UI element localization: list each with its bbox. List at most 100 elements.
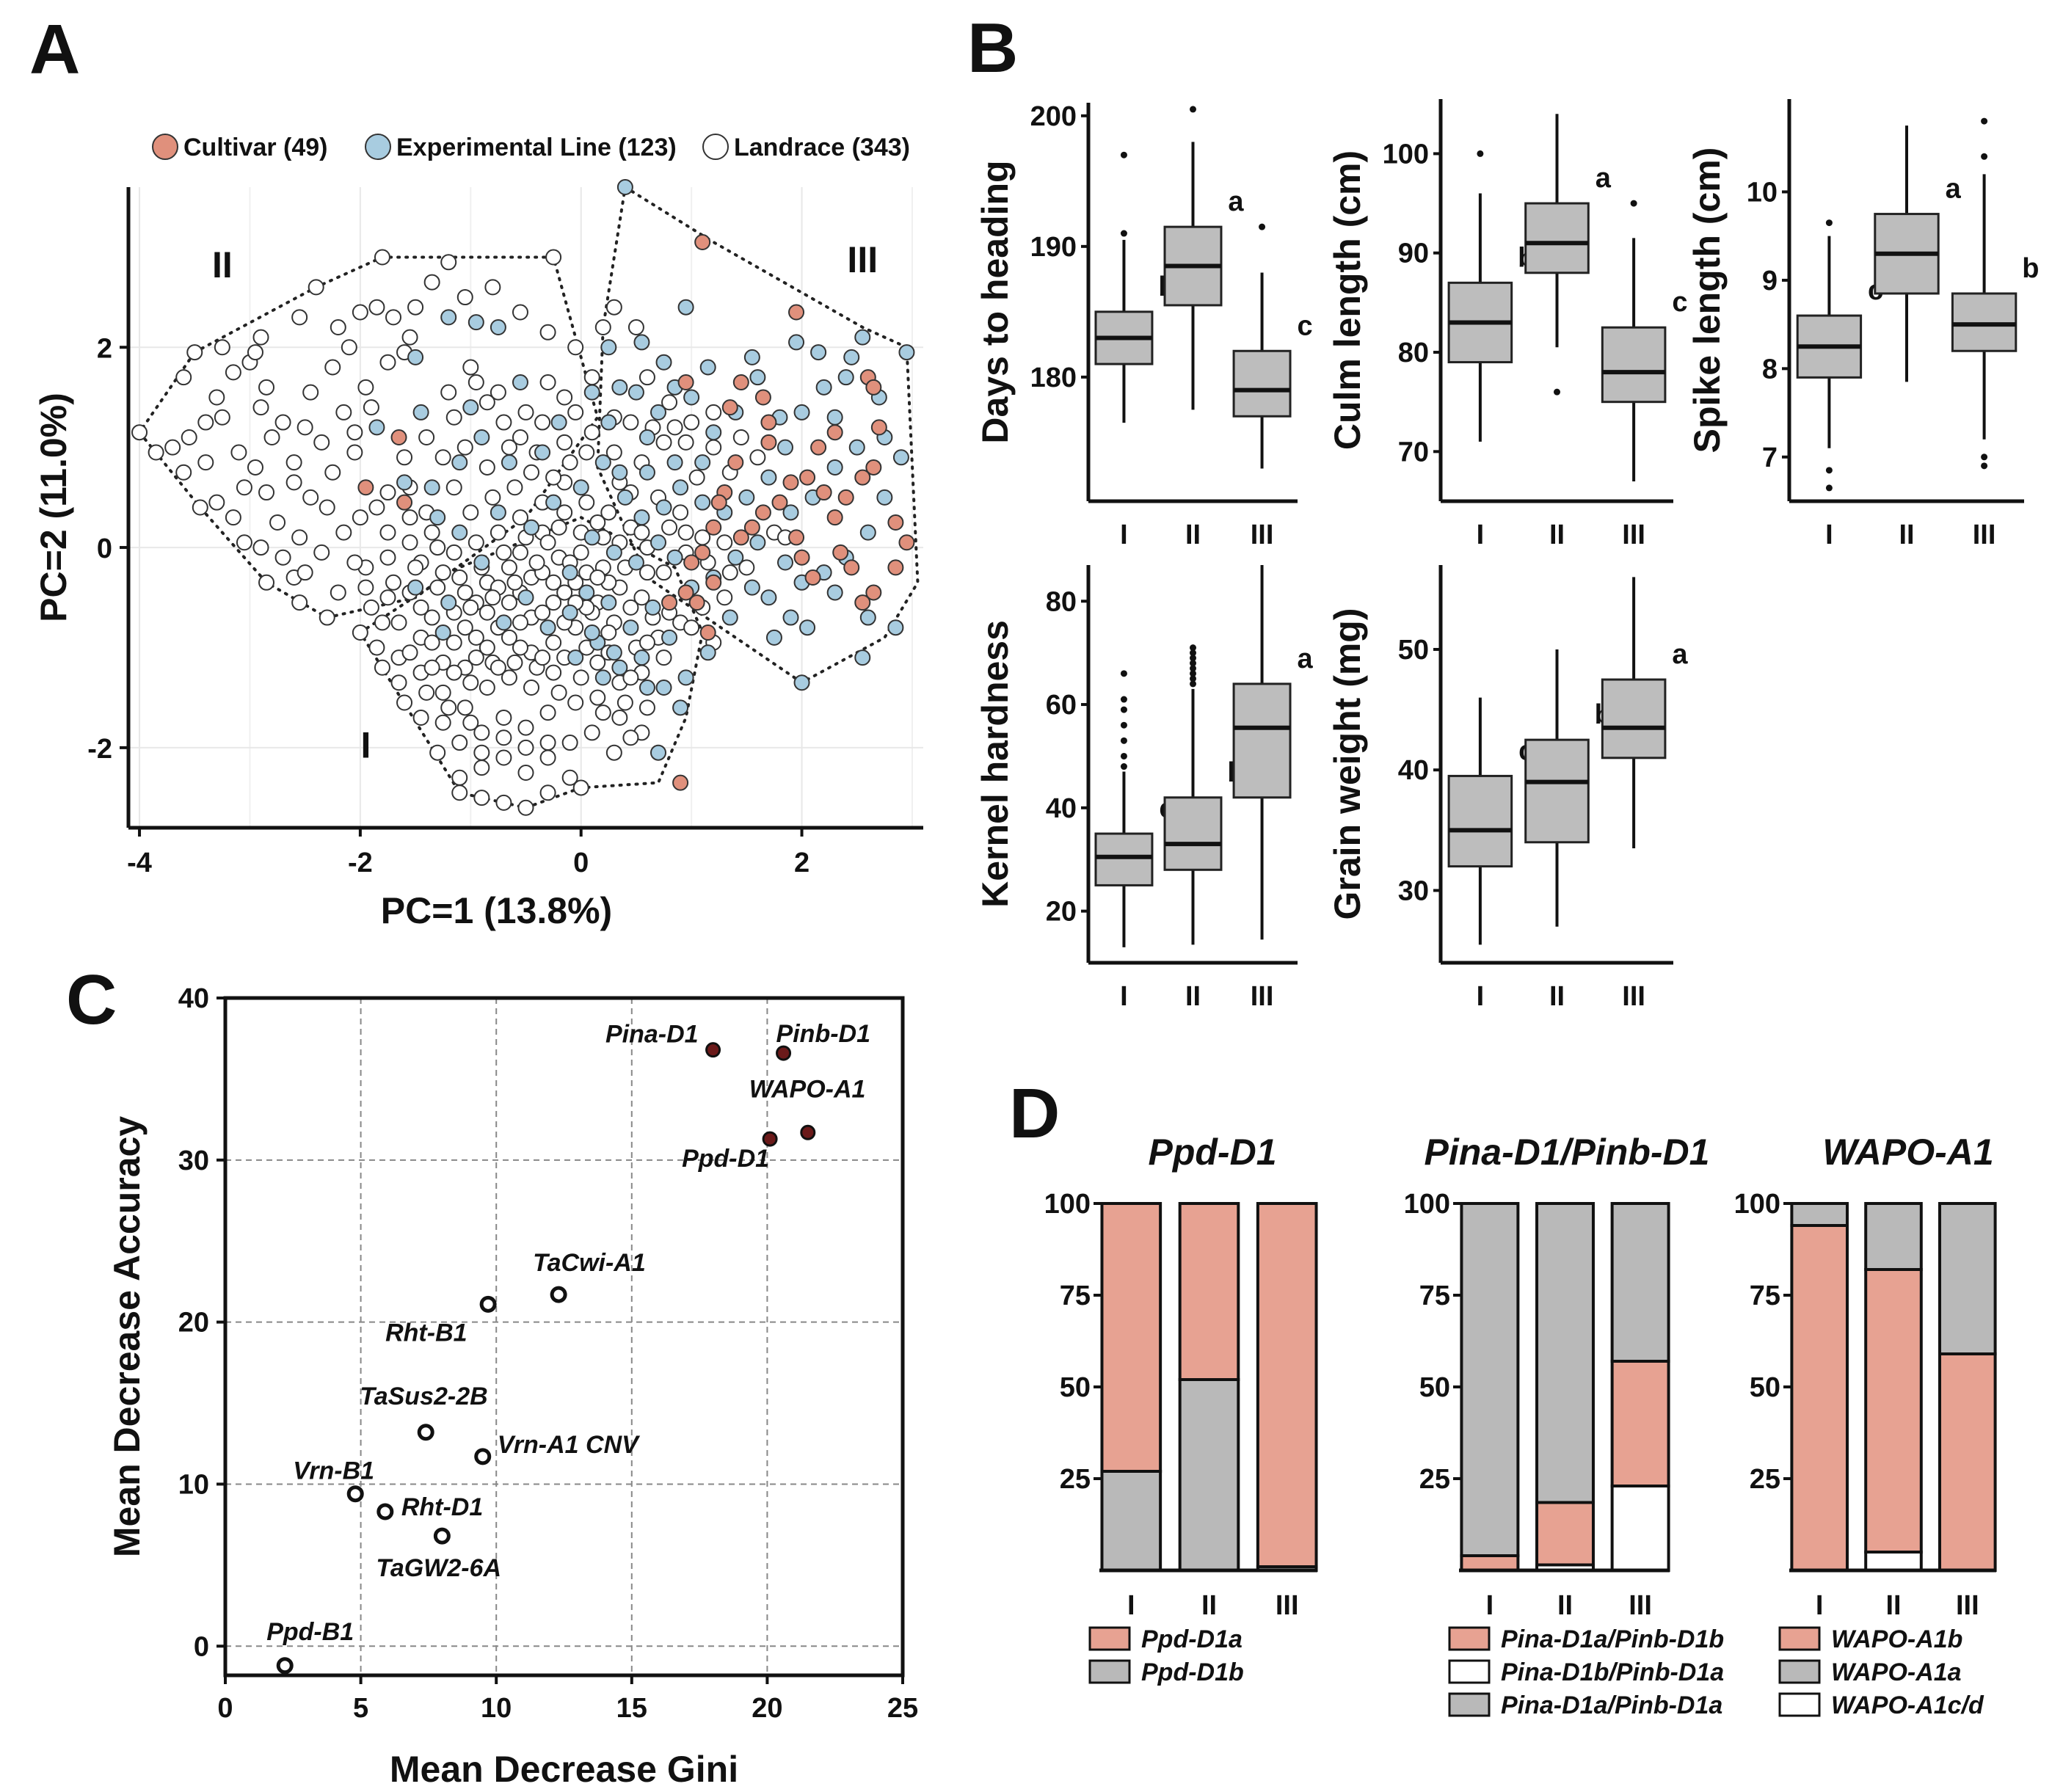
pca-point-2-33	[324, 464, 341, 481]
imp-xtick-label-2: 10	[481, 1693, 512, 1724]
box-category-label-3-0: I	[1120, 981, 1128, 1012]
pca-point-2-281	[236, 534, 252, 551]
box-outlier-1-1-0	[1554, 388, 1560, 396]
box-outlier-1-0-0	[1477, 150, 1484, 157]
pca-point-2-320	[749, 449, 766, 466]
pca-legend-swatch-1	[365, 134, 391, 160]
imp-ytick-label-0: 0	[194, 1631, 209, 1662]
stack-category-label-1-2: III	[1629, 1590, 1652, 1621]
stack-legend-label-1-1: Pina-D1b/Pinb-D1a	[1501, 1658, 1724, 1686]
box-ytick-label-0-0: 180	[1030, 363, 1077, 393]
box-outlier-3-1-0	[1190, 680, 1196, 688]
box-ytick-label-1-0: 70	[1398, 437, 1429, 467]
pca-point-2-168	[302, 384, 319, 401]
pca-point-2-140	[495, 794, 512, 811]
pca-point-2-184	[429, 539, 446, 556]
pca-point-2-17	[335, 404, 352, 420]
panel-d-stacked-bars: Ppd-D1I II III255075100Ppd-D1aPpd-D1bPina-…	[1044, 1132, 1997, 1719]
pca-ytick-label-2: 2	[97, 333, 112, 364]
pca-point-2-24	[401, 329, 418, 346]
pca-point-2-45	[385, 574, 401, 591]
pca-point-1-117	[545, 494, 562, 511]
imp-xtick-label-1: 5	[353, 1693, 368, 1724]
box-letter-4-2: a	[1672, 639, 1688, 670]
pca-point-2-253	[374, 614, 390, 631]
pca-point-2-165	[445, 544, 462, 561]
pca-point-1-99	[743, 349, 760, 365]
pca-point-0-22	[793, 549, 810, 566]
imp-ytick-label-3: 30	[178, 1146, 209, 1176]
pca-point-1-51	[622, 619, 639, 636]
pca-point-2-248	[473, 744, 490, 761]
pca-point-1-52	[600, 594, 617, 611]
pca-point-2-129	[561, 735, 578, 751]
pca-point-0-33	[721, 399, 738, 416]
pca-point-2-228	[539, 534, 556, 551]
pca-point-2-280	[258, 484, 275, 501]
pca-point-1-69	[407, 349, 424, 365]
pca-point-2-116	[501, 669, 517, 686]
box-category-label-3-1: II	[1185, 981, 1201, 1012]
box-ytick-label-1-1: 80	[1398, 338, 1429, 368]
box-outlier-3-0-2	[1120, 737, 1127, 744]
pca-point-2-293	[561, 454, 578, 471]
pca-point-2-125	[473, 724, 490, 741]
pca-point-2-263	[550, 519, 567, 536]
pca-point-1-106	[765, 629, 782, 646]
box-outlier-3-1-1	[1190, 675, 1196, 682]
pca-point-1-29	[694, 494, 711, 511]
pca-point-0-46	[396, 494, 413, 511]
stack-legend-label-2-0: WAPO-A1b	[1831, 1625, 1962, 1653]
panel-c-importance-scatter: 0 5 10 15 20 25 0 10 20 30 40 Mean Decrease Gini Mea…	[106, 983, 918, 1790]
pca-point-2-205	[683, 414, 700, 431]
pca-group-label-0: I	[360, 725, 371, 766]
box-body-3-0	[1094, 832, 1154, 886]
pca-point-2-146	[423, 609, 440, 626]
box-outlier-2-0-2	[1825, 484, 1833, 492]
box-outlier-0-0-0	[1120, 230, 1127, 237]
box-category-label-4-0: I	[1477, 981, 1485, 1012]
pca-point-2-56	[495, 414, 512, 431]
pca-point-0-29	[865, 584, 882, 601]
stack-category-label-2-0: I	[1816, 1590, 1824, 1621]
pca-point-1-30	[672, 479, 689, 496]
imp-point-label-2: WAPO-A1	[749, 1075, 866, 1103]
pca-point-2-259	[534, 604, 551, 621]
pca-point-2-36	[379, 524, 396, 541]
pca-point-2-272	[589, 569, 606, 586]
pca-point-2-219	[738, 559, 755, 576]
stack-title-1: Pina-D1/Pinb-D1	[1425, 1132, 1710, 1173]
pca-point-2-179	[296, 564, 313, 581]
stack-ytick-label-0-1: 50	[1060, 1372, 1091, 1403]
pca-point-1-39	[776, 554, 793, 571]
pca-point-2-31	[285, 474, 302, 491]
pca-point-2-325	[721, 564, 738, 581]
pca-point-2-171	[225, 364, 241, 381]
box-body-1-1	[1524, 202, 1590, 274]
imp-point-7	[474, 1448, 492, 1465]
pca-point-2-279	[285, 454, 302, 471]
pca-point-2-233	[506, 654, 523, 671]
pca-point-2-292	[583, 424, 600, 441]
pca-point-0-45	[672, 774, 689, 791]
pca-point-1-91	[605, 644, 622, 661]
pca-point-1-27	[738, 489, 755, 506]
stack-ytick-label-1-0: 25	[1419, 1464, 1450, 1495]
pca-point-1-4	[898, 344, 915, 361]
box-outlier-3-1-6	[1190, 649, 1196, 657]
pca-point-1-90	[583, 624, 600, 641]
stack-seg-2-1-1	[1864, 1268, 1923, 1554]
pca-point-1-74	[534, 444, 551, 461]
panel-label-a: A	[29, 10, 80, 89]
pca-point-2-106	[545, 634, 562, 651]
pca-point-2-186	[567, 404, 584, 420]
pca-point-2-21	[341, 339, 357, 356]
pca-point-2-252	[357, 579, 374, 596]
box-letter-1-2: c	[1672, 287, 1687, 318]
pca-point-2-49	[291, 594, 308, 611]
pca-point-2-312	[445, 409, 462, 426]
pca-point-2-42	[313, 544, 330, 561]
pca-point-2-285	[523, 464, 540, 481]
pca-point-1-94	[462, 399, 479, 416]
pca-point-0-28	[854, 594, 871, 611]
